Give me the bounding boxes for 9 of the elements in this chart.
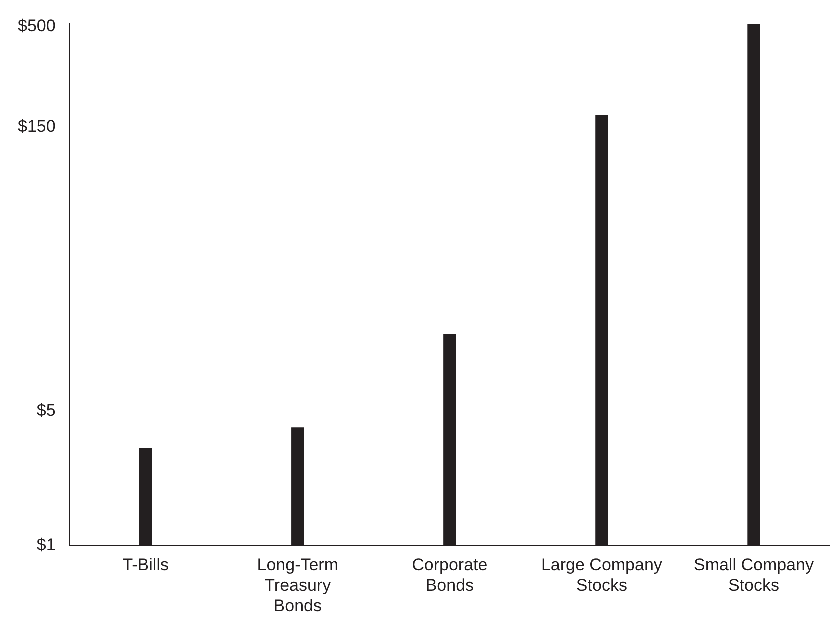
x-tick-label: Small Company Stocks [694, 556, 814, 596]
y-tick-label: $150 [18, 116, 56, 136]
x-tick-label: T-Bills [122, 556, 169, 575]
x-tick-label: Corporate Bonds [412, 556, 488, 596]
y-tick-label: $1 [36, 535, 56, 554]
y-tick-label: $5 [36, 401, 56, 420]
x-tick-label: Large Company Stocks [541, 556, 663, 596]
y-tick-label: $500 [18, 16, 56, 36]
x-tick-label: Long-Term Treasury Bonds [257, 556, 339, 616]
